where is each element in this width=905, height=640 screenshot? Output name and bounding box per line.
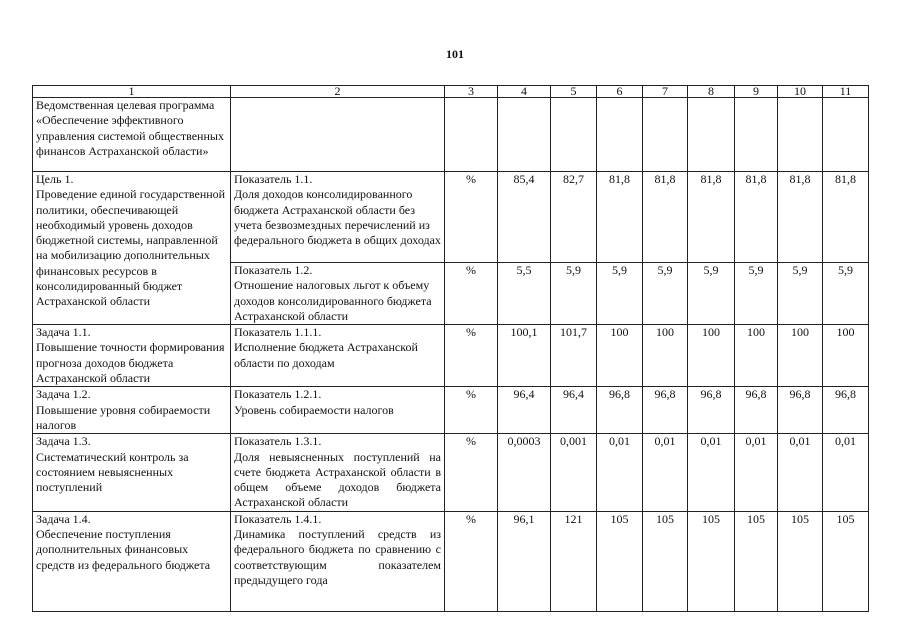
table-row: Задача 1.2. Повышение уровня собираемост… <box>32 386 869 435</box>
column-number-header: 2 <box>230 85 445 98</box>
column-number-header: 10 <box>777 85 823 98</box>
program-row: Ведомственная целевая программа «Обеспеч… <box>32 97 869 172</box>
value-cell: 5,9 <box>822 261 869 326</box>
value-cell: 0,01 <box>687 433 735 512</box>
empty-cell <box>777 97 823 172</box>
empty-cell <box>550 97 597 172</box>
column-number-header: 5 <box>550 85 597 98</box>
value-cell: 85,4 <box>497 171 551 263</box>
column-number-header: 6 <box>596 85 643 98</box>
value-cell: 105 <box>734 510 778 612</box>
column-number-header: 11 <box>822 85 869 98</box>
value-cell: 96,8 <box>777 386 823 435</box>
program-name: Ведомственная целевая программа «Обеспеч… <box>32 97 231 172</box>
value-cell: 100,1 <box>497 324 551 388</box>
table-row: Цель 1. Проведение единой государственно… <box>32 170 869 326</box>
value-cell: 5,9 <box>687 261 735 326</box>
value-cell: 100 <box>734 324 778 388</box>
indicator-name: Показатель 1.2.1. Уровень собираемости н… <box>230 386 445 435</box>
column-number-header: 9 <box>734 85 778 98</box>
value-cell: 5,9 <box>777 261 823 326</box>
column-number-header: 8 <box>687 85 735 98</box>
value-cell: 0,01 <box>642 433 688 512</box>
page-number: 101 <box>446 47 464 61</box>
value-cell: 81,8 <box>687 171 735 263</box>
value-cell: 96,4 <box>497 386 551 435</box>
value-cell: 5,9 <box>734 261 778 326</box>
empty-cell <box>230 97 445 172</box>
value-cell: 5,5 <box>497 261 551 326</box>
value-cell: 0,01 <box>596 433 643 512</box>
value-cell: 105 <box>777 510 823 612</box>
value-cell: 0,001 <box>550 433 597 512</box>
empty-cell <box>687 97 735 172</box>
value-cell: 96,4 <box>550 386 597 435</box>
value-cell: 96,8 <box>734 386 778 435</box>
value-cell: 96,8 <box>687 386 735 435</box>
value-cell: 81,8 <box>822 171 869 263</box>
value-cell: 105 <box>687 510 735 612</box>
column-number-header: 7 <box>642 85 688 98</box>
table-row: Задача 1.1. Повышение точности формирова… <box>32 324 869 388</box>
empty-cell <box>822 97 869 172</box>
column-number-header: 1 <box>32 85 231 98</box>
unit-cell: % <box>444 386 498 435</box>
value-cell: 121 <box>550 510 597 612</box>
value-cell: 0,0003 <box>497 433 551 512</box>
task-description: Задача 1.3. Систематический контроль за … <box>32 433 231 512</box>
value-cell: 100 <box>822 324 869 388</box>
value-cell: 81,8 <box>642 171 688 263</box>
task-description: Задача 1.4. Обеспечение поступления допо… <box>32 510 231 612</box>
table-row: Задача 1.4. Обеспечение поступления допо… <box>32 510 869 612</box>
value-cell: 0,01 <box>734 433 778 512</box>
empty-cell <box>497 97 551 172</box>
value-cell: 96,8 <box>642 386 688 435</box>
table-row: Задача 1.3. Систематический контроль за … <box>32 433 869 512</box>
header-row: 1 2 3 4 5 6 7 8 9 10 11 <box>32 85 869 98</box>
value-cell: 101,7 <box>550 324 597 388</box>
indicator-name: Показатель 1.2. Отношение налоговых льго… <box>230 261 445 326</box>
indicator-name: Показатель 1.3.1. Доля невыясненных пост… <box>230 433 445 512</box>
value-cell: 96,8 <box>822 386 869 435</box>
value-cell: 100 <box>777 324 823 388</box>
unit-cell: % <box>444 171 498 263</box>
value-cell: 100 <box>687 324 735 388</box>
empty-cell <box>444 97 498 172</box>
value-cell: 5,9 <box>550 261 597 326</box>
value-cell: 81,8 <box>596 171 643 263</box>
task-description: Задача 1.1. Повышение точности формирова… <box>32 324 231 388</box>
value-cell: 105 <box>596 510 643 612</box>
value-cell: 105 <box>822 510 869 612</box>
goal-description: Цель 1. Проведение единой государственно… <box>32 170 231 326</box>
value-cell: 96,8 <box>596 386 643 435</box>
unit-cell: % <box>444 324 498 388</box>
unit-cell: % <box>444 433 498 512</box>
value-cell: 0,01 <box>777 433 823 512</box>
empty-cell <box>596 97 643 172</box>
unit-cell: % <box>444 510 498 612</box>
value-cell: 100 <box>642 324 688 388</box>
unit-cell: % <box>444 261 498 326</box>
value-cell: 5,9 <box>642 261 688 326</box>
value-cell: 5,9 <box>596 261 643 326</box>
value-cell: 82,7 <box>550 171 597 263</box>
column-number-header: 3 <box>444 85 498 98</box>
table-row: Показатель 1.2. Отношение налоговых льго… <box>33 261 869 326</box>
value-cell: 105 <box>642 510 688 612</box>
indicator-name: Показатель 1.1.1. Исполнение бюджета Аст… <box>230 324 445 388</box>
indicators-table: 1 2 3 4 5 6 7 8 9 10 11 Ведомственная целевая прогр… <box>32 85 869 612</box>
empty-cell <box>734 97 778 172</box>
value-cell: 96,1 <box>497 510 551 612</box>
column-number-header: 4 <box>497 85 551 98</box>
value-cell: 0,01 <box>822 433 869 512</box>
indicator-name: Показатель 1.1. Доля доходов консолидиро… <box>230 171 445 263</box>
indicator-name: Показатель 1.4.1. Динамика поступлений с… <box>230 510 445 612</box>
value-cell: 100 <box>596 324 643 388</box>
value-cell: 81,8 <box>734 171 778 263</box>
empty-cell <box>642 97 688 172</box>
value-cell: 81,8 <box>777 171 823 263</box>
task-description: Задача 1.2. Повышение уровня собираемост… <box>32 386 231 435</box>
